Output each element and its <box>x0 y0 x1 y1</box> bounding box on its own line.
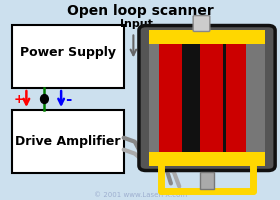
FancyBboxPatch shape <box>193 16 210 31</box>
Text: Open loop scanner: Open loop scanner <box>67 4 214 18</box>
Bar <box>223 44 226 152</box>
Bar <box>13 110 124 173</box>
Bar <box>149 44 265 152</box>
Text: Power Supply: Power Supply <box>20 46 116 59</box>
Text: +: + <box>14 93 25 106</box>
Text: © 2001 www.LaserFX.com: © 2001 www.LaserFX.com <box>94 192 187 198</box>
Bar <box>246 44 258 152</box>
FancyBboxPatch shape <box>139 26 275 171</box>
Bar <box>226 44 246 152</box>
Bar <box>200 171 214 189</box>
Bar <box>149 30 265 44</box>
Bar <box>149 44 159 152</box>
Text: -: - <box>65 92 71 107</box>
Text: Input: Input <box>120 19 153 29</box>
Bar <box>200 44 223 152</box>
Text: Drive Amplifier: Drive Amplifier <box>15 135 121 148</box>
Bar <box>159 44 182 152</box>
Ellipse shape <box>41 95 48 103</box>
Bar <box>149 152 265 166</box>
Bar <box>182 44 200 152</box>
Bar <box>13 25 124 88</box>
